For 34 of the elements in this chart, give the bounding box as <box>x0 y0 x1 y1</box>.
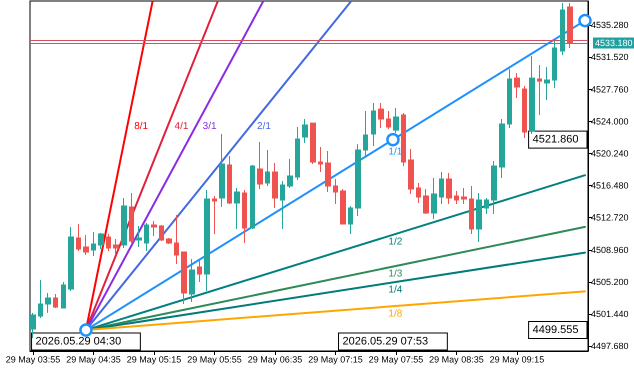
y-tick-label: 4516.480 <box>591 180 629 191</box>
series-label: 1/3 <box>388 268 403 280</box>
series-label: 1/2 <box>388 236 403 248</box>
y-tick-label: 4531.520 <box>591 52 629 62</box>
x-tick-label: 29 May 07:55 <box>368 354 424 364</box>
x-tick-label: 29 May 04:35 <box>66 354 121 364</box>
series-label: 3/1 <box>202 121 217 132</box>
series-label: 1/8 <box>388 308 403 320</box>
x-tick-label: 29 May 08:35 <box>429 354 484 364</box>
series-label: 2/1 <box>257 121 272 132</box>
annotation: 4521.860 <box>532 134 578 146</box>
series-label: 1/1 <box>388 146 403 158</box>
series-label: 4/1 <box>174 121 189 132</box>
x-tick-label: 29 May 05:15 <box>126 354 182 364</box>
x-tick-label: 29 May 05:55 <box>187 354 242 364</box>
annotation: 4499.555 <box>532 324 578 336</box>
x-tick-label: 29 May 06:35 <box>248 354 302 364</box>
annotation: 2026.05.29 07:53 <box>342 336 428 348</box>
y-tick-label: 4508.960 <box>591 244 629 255</box>
annotation: 2026.05.29 04:30 <box>36 336 122 348</box>
series-label: 1/4 <box>388 284 403 296</box>
y-tick-label: 4524.000 <box>591 116 629 126</box>
y-tick-label: 4512.720 <box>591 212 629 223</box>
y-tick-label: 4535.280 <box>591 20 629 30</box>
y-tick-label: 4520.240 <box>591 148 629 158</box>
y-tick-label: 4527.760 <box>591 84 629 94</box>
y-tick-label: 4501.440 <box>591 308 629 319</box>
y-tick-label: 4505.200 <box>591 276 629 287</box>
x-tick-label: 29 May 07:15 <box>308 354 363 364</box>
series-label: 8/1 <box>134 121 149 132</box>
y-tick-label: 4497.680 <box>591 341 629 352</box>
x-tick-label: 29 May 09:15 <box>490 354 544 364</box>
x-tick-label: 29 May 03:55 <box>6 354 60 364</box>
ref-line-label: 4533.180 <box>595 38 633 48</box>
